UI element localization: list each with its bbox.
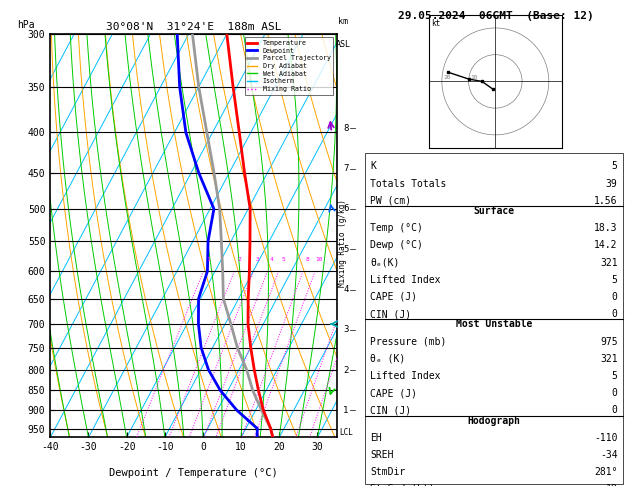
Text: Lifted Index: Lifted Index — [370, 371, 440, 381]
Text: 4: 4 — [270, 257, 274, 262]
Text: 7: 7 — [343, 164, 348, 173]
Text: 5: 5 — [611, 275, 618, 285]
Text: 0: 0 — [611, 309, 618, 319]
Title: 30°08'N  31°24'E  188m ASL: 30°08'N 31°24'E 188m ASL — [106, 22, 281, 32]
Text: 5: 5 — [611, 161, 618, 172]
Text: θₑ (K): θₑ (K) — [370, 354, 405, 364]
Text: Pressure (mb): Pressure (mb) — [370, 337, 447, 347]
Text: 2: 2 — [237, 257, 241, 262]
Text: 321: 321 — [600, 258, 618, 268]
Text: 8: 8 — [306, 257, 309, 262]
Text: 1: 1 — [206, 257, 210, 262]
Text: 2: 2 — [343, 365, 348, 375]
Text: SREH: SREH — [370, 450, 394, 460]
Text: -110: -110 — [594, 433, 618, 443]
Text: StmSpd (kt): StmSpd (kt) — [370, 485, 435, 486]
Text: 18.3: 18.3 — [594, 223, 618, 233]
Text: 4: 4 — [343, 285, 348, 294]
Text: 14.2: 14.2 — [594, 241, 618, 250]
Text: 1.56: 1.56 — [594, 196, 618, 206]
Text: 321: 321 — [600, 354, 618, 364]
Text: 20: 20 — [443, 75, 451, 80]
Text: CIN (J): CIN (J) — [370, 405, 411, 416]
Text: StmDir: StmDir — [370, 467, 405, 477]
Text: Totals Totals: Totals Totals — [370, 178, 447, 189]
Text: 10: 10 — [316, 257, 323, 262]
Text: 39: 39 — [606, 178, 618, 189]
Text: CAPE (J): CAPE (J) — [370, 292, 417, 302]
Text: 0: 0 — [611, 292, 618, 302]
Text: 8: 8 — [343, 124, 348, 133]
Text: Dewp (°C): Dewp (°C) — [370, 241, 423, 250]
Text: 10: 10 — [470, 75, 477, 80]
Text: LCL: LCL — [340, 428, 353, 436]
Text: 281°: 281° — [594, 467, 618, 477]
Text: 3: 3 — [256, 257, 260, 262]
Text: Hodograph: Hodograph — [467, 416, 520, 426]
Text: kt: kt — [431, 18, 440, 28]
Text: -34: -34 — [600, 450, 618, 460]
Text: 29.05.2024  06GMT  (Base: 12): 29.05.2024 06GMT (Base: 12) — [398, 11, 594, 21]
Text: hPa: hPa — [18, 20, 35, 30]
Text: Lifted Index: Lifted Index — [370, 275, 440, 285]
Text: PW (cm): PW (cm) — [370, 196, 411, 206]
Text: 0: 0 — [611, 405, 618, 416]
Text: EH: EH — [370, 433, 382, 443]
Text: Surface: Surface — [473, 206, 515, 216]
Text: 6: 6 — [343, 205, 348, 213]
Text: θₑ(K): θₑ(K) — [370, 258, 399, 268]
Text: 5: 5 — [281, 257, 285, 262]
Text: K: K — [370, 161, 376, 172]
Text: Dewpoint / Temperature (°C): Dewpoint / Temperature (°C) — [109, 468, 278, 478]
Text: 18: 18 — [606, 485, 618, 486]
Text: Temp (°C): Temp (°C) — [370, 223, 423, 233]
Text: 3: 3 — [343, 325, 348, 334]
Text: ASL: ASL — [336, 40, 350, 49]
Text: 5: 5 — [611, 371, 618, 381]
Legend: Temperature, Dewpoint, Parcel Trajectory, Dry Adiabat, Wet Adiabat, Isotherm, Mi: Temperature, Dewpoint, Parcel Trajectory… — [245, 37, 333, 95]
Text: CIN (J): CIN (J) — [370, 309, 411, 319]
Text: 5: 5 — [343, 245, 348, 254]
Text: 1: 1 — [343, 406, 348, 415]
Text: 975: 975 — [600, 337, 618, 347]
Text: km: km — [338, 17, 348, 26]
Text: Mixing Ratio (g/kg): Mixing Ratio (g/kg) — [338, 199, 347, 287]
Text: 0: 0 — [611, 388, 618, 398]
Text: Most Unstable: Most Unstable — [455, 319, 532, 330]
Text: CAPE (J): CAPE (J) — [370, 388, 417, 398]
